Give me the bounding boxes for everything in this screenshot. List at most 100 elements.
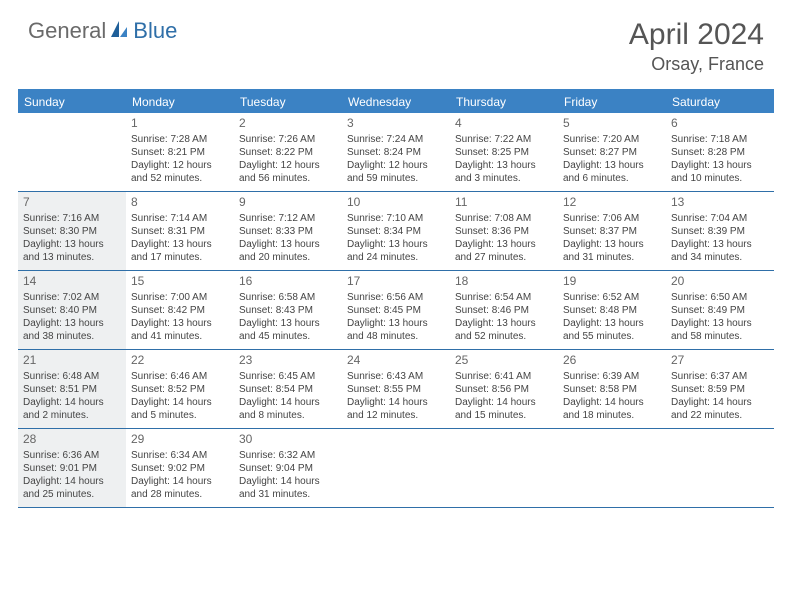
calendar: Sunday Monday Tuesday Wednesday Thursday… (18, 89, 774, 508)
sunrise-text: Sunrise: 6:36 AM (23, 449, 121, 462)
daylight2-text: and 31 minutes. (563, 251, 661, 264)
sunrise-text: Sunrise: 7:14 AM (131, 212, 229, 225)
day-cell: 17Sunrise: 6:56 AMSunset: 8:45 PMDayligh… (342, 271, 450, 349)
sunrise-text: Sunrise: 6:32 AM (239, 449, 337, 462)
daylight2-text: and 48 minutes. (347, 330, 445, 343)
sunrise-text: Sunrise: 6:52 AM (563, 291, 661, 304)
daylight1-text: Daylight: 14 hours (131, 396, 229, 409)
sunrise-text: Sunrise: 7:08 AM (455, 212, 553, 225)
daylight1-text: Daylight: 14 hours (131, 475, 229, 488)
daylight1-text: Daylight: 14 hours (23, 475, 121, 488)
day-number: 6 (671, 116, 769, 132)
logo-text-blue: Blue (133, 18, 177, 44)
dayname-wednesday: Wednesday (342, 91, 450, 113)
daylight1-text: Daylight: 13 hours (239, 238, 337, 251)
daylight2-text: and 56 minutes. (239, 172, 337, 185)
day-number: 4 (455, 116, 553, 132)
sunset-text: Sunset: 8:55 PM (347, 383, 445, 396)
sunset-text: Sunset: 8:30 PM (23, 225, 121, 238)
sunset-text: Sunset: 8:58 PM (563, 383, 661, 396)
sunrise-text: Sunrise: 7:04 AM (671, 212, 769, 225)
daylight2-text: and 52 minutes. (131, 172, 229, 185)
daylight1-text: Daylight: 14 hours (23, 396, 121, 409)
sunset-text: Sunset: 8:42 PM (131, 304, 229, 317)
sunset-text: Sunset: 8:48 PM (563, 304, 661, 317)
day-cell: 30Sunrise: 6:32 AMSunset: 9:04 PMDayligh… (234, 429, 342, 507)
daylight1-text: Daylight: 14 hours (455, 396, 553, 409)
day-cell (342, 429, 450, 507)
day-number: 25 (455, 353, 553, 369)
daylight2-text: and 52 minutes. (455, 330, 553, 343)
dayname-saturday: Saturday (666, 91, 774, 113)
daylight1-text: Daylight: 13 hours (455, 238, 553, 251)
day-cell: 28Sunrise: 6:36 AMSunset: 9:01 PMDayligh… (18, 429, 126, 507)
daylight1-text: Daylight: 14 hours (239, 475, 337, 488)
daylight2-text: and 3 minutes. (455, 172, 553, 185)
sunrise-text: Sunrise: 6:46 AM (131, 370, 229, 383)
daylight1-text: Daylight: 13 hours (671, 317, 769, 330)
day-cell: 26Sunrise: 6:39 AMSunset: 8:58 PMDayligh… (558, 350, 666, 428)
sunset-text: Sunset: 8:54 PM (239, 383, 337, 396)
day-cell (18, 113, 126, 191)
daylight1-text: Daylight: 13 hours (23, 317, 121, 330)
day-number: 11 (455, 195, 553, 211)
day-number: 2 (239, 116, 337, 132)
day-cell: 27Sunrise: 6:37 AMSunset: 8:59 PMDayligh… (666, 350, 774, 428)
daylight1-text: Daylight: 13 hours (563, 317, 661, 330)
day-number: 21 (23, 353, 121, 369)
daylight2-text: and 8 minutes. (239, 409, 337, 422)
day-cell: 12Sunrise: 7:06 AMSunset: 8:37 PMDayligh… (558, 192, 666, 270)
day-cell: 19Sunrise: 6:52 AMSunset: 8:48 PMDayligh… (558, 271, 666, 349)
sunset-text: Sunset: 8:24 PM (347, 146, 445, 159)
sunrise-text: Sunrise: 7:18 AM (671, 133, 769, 146)
daylight1-text: Daylight: 12 hours (239, 159, 337, 172)
daylight1-text: Daylight: 13 hours (455, 159, 553, 172)
sunrise-text: Sunrise: 6:50 AM (671, 291, 769, 304)
day-cell: 1Sunrise: 7:28 AMSunset: 8:21 PMDaylight… (126, 113, 234, 191)
sunrise-text: Sunrise: 6:39 AM (563, 370, 661, 383)
day-number: 3 (347, 116, 445, 132)
logo-sail-icon (109, 19, 129, 44)
sunrise-text: Sunrise: 7:10 AM (347, 212, 445, 225)
sunset-text: Sunset: 8:46 PM (455, 304, 553, 317)
day-cell: 13Sunrise: 7:04 AMSunset: 8:39 PMDayligh… (666, 192, 774, 270)
day-number: 8 (131, 195, 229, 211)
day-cell: 25Sunrise: 6:41 AMSunset: 8:56 PMDayligh… (450, 350, 558, 428)
sunrise-text: Sunrise: 7:06 AM (563, 212, 661, 225)
sunrise-text: Sunrise: 7:02 AM (23, 291, 121, 304)
daylight1-text: Daylight: 13 hours (239, 317, 337, 330)
day-cell: 11Sunrise: 7:08 AMSunset: 8:36 PMDayligh… (450, 192, 558, 270)
sunset-text: Sunset: 8:56 PM (455, 383, 553, 396)
week-row: 28Sunrise: 6:36 AMSunset: 9:01 PMDayligh… (18, 429, 774, 508)
sunset-text: Sunset: 8:52 PM (131, 383, 229, 396)
week-row: 1Sunrise: 7:28 AMSunset: 8:21 PMDaylight… (18, 113, 774, 192)
sunrise-text: Sunrise: 6:41 AM (455, 370, 553, 383)
sunset-text: Sunset: 8:45 PM (347, 304, 445, 317)
day-number: 15 (131, 274, 229, 290)
daylight2-text: and 31 minutes. (239, 488, 337, 501)
day-number: 19 (563, 274, 661, 290)
day-number: 7 (23, 195, 121, 211)
daylight2-text: and 27 minutes. (455, 251, 553, 264)
sunrise-text: Sunrise: 7:22 AM (455, 133, 553, 146)
sunset-text: Sunset: 8:22 PM (239, 146, 337, 159)
day-cell: 29Sunrise: 6:34 AMSunset: 9:02 PMDayligh… (126, 429, 234, 507)
daylight2-text: and 24 minutes. (347, 251, 445, 264)
day-cell: 24Sunrise: 6:43 AMSunset: 8:55 PMDayligh… (342, 350, 450, 428)
daylight1-text: Daylight: 13 hours (671, 238, 769, 251)
daylight2-text: and 2 minutes. (23, 409, 121, 422)
day-number: 17 (347, 274, 445, 290)
daylight2-text: and 17 minutes. (131, 251, 229, 264)
daylight2-text: and 28 minutes. (131, 488, 229, 501)
dayname-sunday: Sunday (18, 91, 126, 113)
sunrise-text: Sunrise: 6:58 AM (239, 291, 337, 304)
daylight1-text: Daylight: 12 hours (347, 159, 445, 172)
daylight1-text: Daylight: 12 hours (131, 159, 229, 172)
sunset-text: Sunset: 8:28 PM (671, 146, 769, 159)
sunset-text: Sunset: 8:27 PM (563, 146, 661, 159)
daylight2-text: and 25 minutes. (23, 488, 121, 501)
sunrise-text: Sunrise: 6:37 AM (671, 370, 769, 383)
daylight1-text: Daylight: 13 hours (563, 159, 661, 172)
sunset-text: Sunset: 8:36 PM (455, 225, 553, 238)
day-number: 22 (131, 353, 229, 369)
